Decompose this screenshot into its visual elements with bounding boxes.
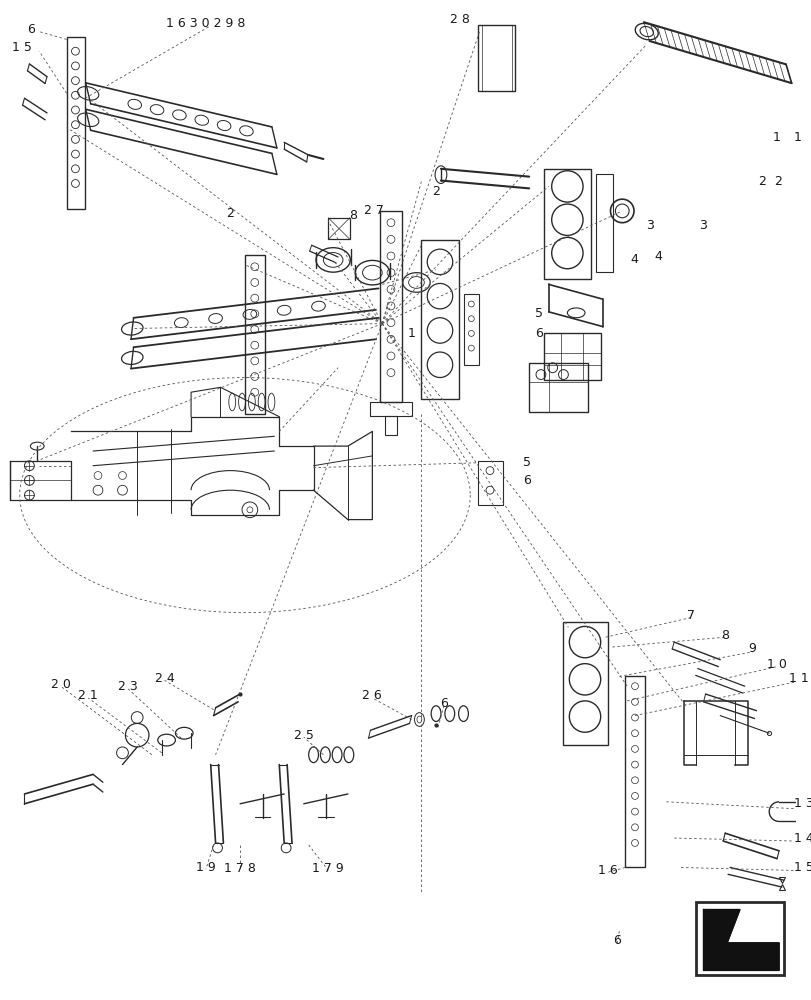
- Text: 2 0: 2 0: [51, 678, 71, 691]
- Text: 1 4: 1 4: [793, 832, 811, 845]
- Text: 3: 3: [697, 219, 706, 232]
- Bar: [624, 676, 644, 867]
- Text: 8: 8: [720, 629, 728, 642]
- Text: 2 6: 2 6: [362, 689, 382, 702]
- Text: 1 5: 1 5: [11, 41, 32, 54]
- Bar: [529, 363, 587, 412]
- Bar: [245, 255, 264, 414]
- Text: 1 6 3 0 2 9 8: 1 6 3 0 2 9 8: [166, 17, 245, 30]
- Text: 1 6: 1 6: [597, 864, 616, 877]
- Bar: [421, 240, 458, 399]
- Text: 6: 6: [534, 327, 543, 340]
- Text: 2: 2: [773, 175, 781, 188]
- Text: 4: 4: [654, 250, 662, 263]
- Bar: [67, 37, 85, 209]
- Text: 7: 7: [686, 609, 694, 622]
- Bar: [478, 461, 502, 505]
- Text: 1 5: 1 5: [793, 861, 811, 874]
- Text: 1: 1: [793, 131, 800, 144]
- Bar: [543, 169, 590, 279]
- Text: 2 8: 2 8: [450, 13, 470, 26]
- Text: 4: 4: [629, 253, 637, 266]
- Text: 2 4: 2 4: [155, 672, 174, 685]
- Text: 1 9: 1 9: [195, 861, 216, 874]
- Text: 8: 8: [349, 209, 356, 222]
- Text: 2 5: 2 5: [294, 729, 313, 742]
- Text: 3: 3: [645, 219, 653, 232]
- Text: 2 3: 2 3: [118, 680, 137, 693]
- Text: 5: 5: [534, 307, 543, 320]
- Text: 1 7 8: 1 7 8: [224, 862, 255, 875]
- Bar: [595, 174, 612, 272]
- Bar: [384, 416, 397, 435]
- Text: 6: 6: [28, 23, 35, 36]
- Text: 2 7: 2 7: [364, 204, 384, 217]
- Bar: [370, 402, 411, 416]
- Text: 6: 6: [440, 697, 448, 710]
- Bar: [380, 211, 401, 402]
- Bar: [478, 25, 515, 91]
- Bar: [695, 902, 783, 975]
- Text: 1: 1: [407, 327, 415, 340]
- Text: 6: 6: [522, 474, 530, 487]
- Bar: [463, 294, 478, 365]
- Polygon shape: [702, 910, 778, 970]
- Text: 1 7 9: 1 7 9: [312, 862, 344, 875]
- Text: 2: 2: [226, 207, 234, 220]
- Text: 1 0: 1 0: [766, 658, 786, 671]
- Bar: [328, 218, 350, 239]
- Text: 6: 6: [612, 934, 620, 947]
- Text: 2: 2: [431, 185, 440, 198]
- Text: 2: 2: [757, 175, 766, 188]
- Bar: [543, 333, 600, 380]
- Text: 1 1: 1 1: [787, 672, 808, 685]
- Text: 1 3: 1 3: [793, 797, 811, 810]
- Bar: [563, 622, 607, 745]
- Text: 2 1: 2 1: [78, 689, 98, 702]
- Text: 5: 5: [522, 456, 530, 469]
- Text: 1: 1: [772, 131, 780, 144]
- Text: 9: 9: [748, 642, 756, 655]
